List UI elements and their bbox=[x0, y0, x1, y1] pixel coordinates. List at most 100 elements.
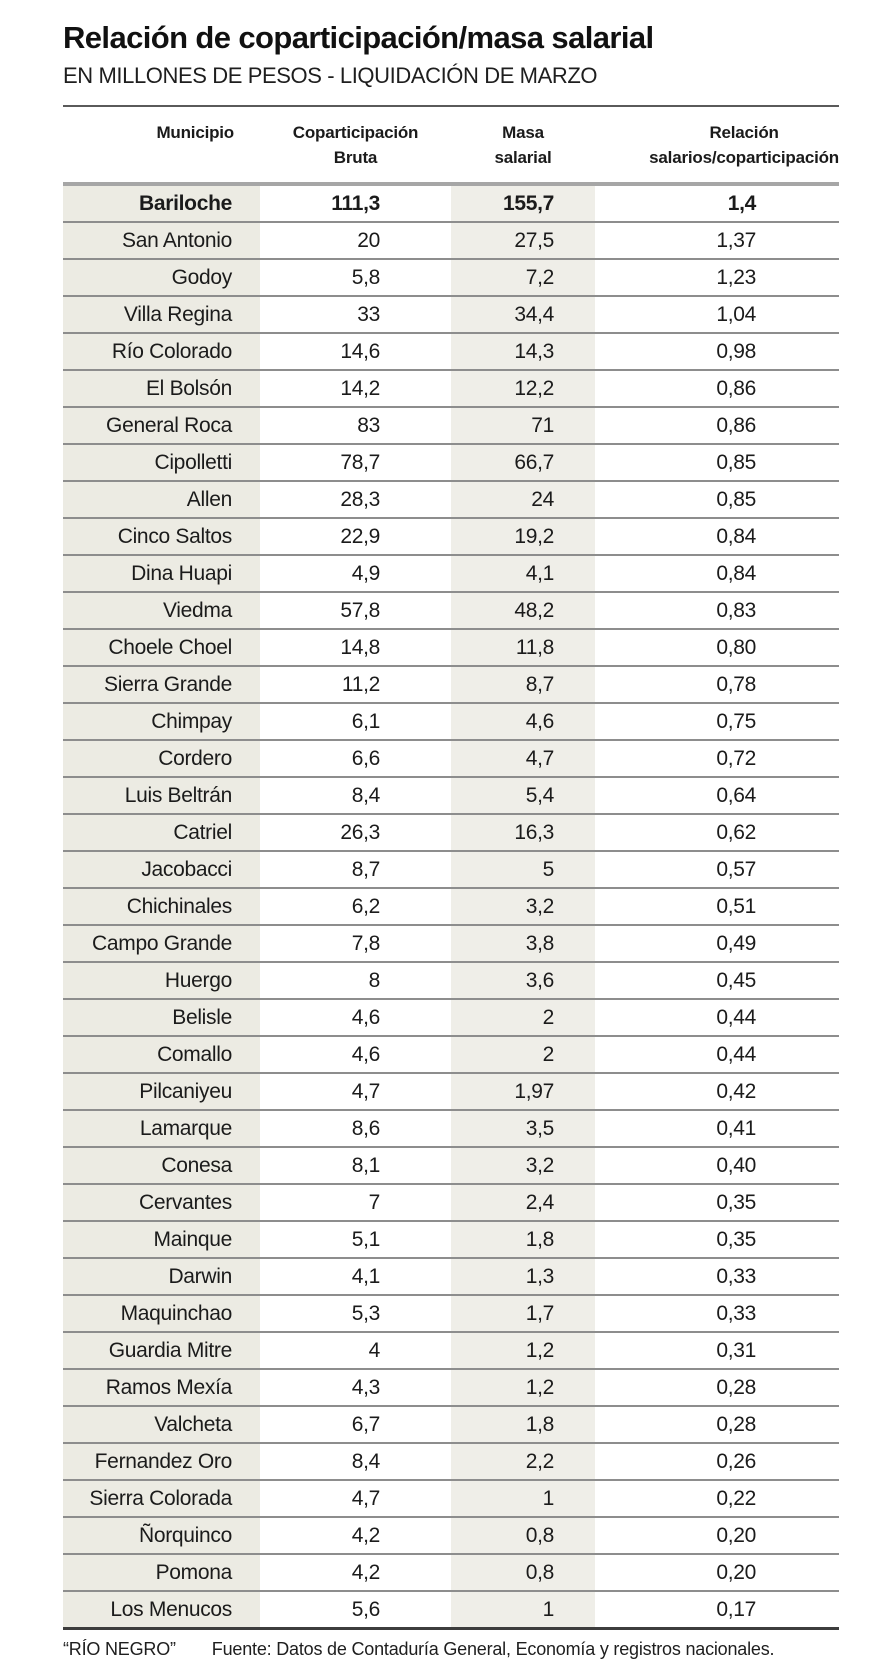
cell-relacion: 0,17 bbox=[595, 1590, 839, 1630]
cell-coparticipacion-bruta: 8,1 bbox=[260, 1146, 451, 1184]
cell-coparticipacion-bruta: 8,7 bbox=[260, 850, 451, 888]
cell-relacion: 0,26 bbox=[595, 1442, 839, 1480]
page-title: Relación de coparticipación/masa salaria… bbox=[63, 20, 654, 55]
table-row: Luis Beltrán 8,4 5,4 0,64 bbox=[63, 776, 839, 814]
table-row: Bariloche 111,3 155,7 1,4 bbox=[63, 184, 839, 222]
cell-masa-salarial: 34,4 bbox=[451, 295, 595, 333]
table-row: Sierra Colorada 4,7 1 0,22 bbox=[63, 1479, 839, 1517]
cell-coparticipacion-bruta: 5,1 bbox=[260, 1220, 451, 1258]
table-row: Jacobacci 8,7 5 0,57 bbox=[63, 850, 839, 888]
cell-municipio: Belisle bbox=[63, 998, 260, 1036]
cell-coparticipacion-bruta: 4,9 bbox=[260, 554, 451, 592]
cell-municipio: Cervantes bbox=[63, 1183, 260, 1221]
cell-municipio: Ramos Mexía bbox=[63, 1368, 260, 1406]
cell-masa-salarial: 2 bbox=[451, 1035, 595, 1073]
cell-masa-salarial: 0,8 bbox=[451, 1516, 595, 1554]
cell-masa-salarial: 14,3 bbox=[451, 332, 595, 370]
cell-masa-salarial: 71 bbox=[451, 406, 595, 444]
cell-masa-salarial: 7,2 bbox=[451, 258, 595, 296]
cell-municipio: Pomona bbox=[63, 1553, 260, 1591]
table-row: Ñorquinco 4,2 0,8 0,20 bbox=[63, 1516, 839, 1554]
cell-municipio: Chimpay bbox=[63, 702, 260, 740]
cell-coparticipacion-bruta: 26,3 bbox=[260, 813, 451, 851]
cell-coparticipacion-bruta: 5,8 bbox=[260, 258, 451, 296]
cell-coparticipacion-bruta: 5,3 bbox=[260, 1294, 451, 1332]
cell-municipio: Fernandez Oro bbox=[63, 1442, 260, 1480]
table-row: Maquinchao 5,3 1,7 0,33 bbox=[63, 1294, 839, 1332]
table-row: Lamarque 8,6 3,5 0,41 bbox=[63, 1109, 839, 1147]
table-row: Cordero 6,6 4,7 0,72 bbox=[63, 739, 839, 777]
cell-masa-salarial: 3,6 bbox=[451, 961, 595, 999]
column-header-label: salarial bbox=[494, 148, 552, 167]
table-row: General Roca 83 71 0,86 bbox=[63, 406, 839, 444]
cell-coparticipacion-bruta: 33 bbox=[260, 295, 451, 333]
cell-coparticipacion-bruta: 14,8 bbox=[260, 628, 451, 666]
cell-masa-salarial: 27,5 bbox=[451, 221, 595, 259]
cell-municipio: El Bolsón bbox=[63, 369, 260, 407]
table-row: Río Colorado 14,6 14,3 0,98 bbox=[63, 332, 839, 370]
table-row: Chichinales 6,2 3,2 0,51 bbox=[63, 887, 839, 925]
cell-relacion: 0,35 bbox=[595, 1220, 839, 1258]
cell-coparticipacion-bruta: 57,8 bbox=[260, 591, 451, 629]
table-row: Cervantes 7 2,4 0,35 bbox=[63, 1183, 839, 1221]
newspaper-credit: “RÍO NEGRO” bbox=[63, 1639, 176, 1659]
cell-coparticipacion-bruta: 11,2 bbox=[260, 665, 451, 703]
cell-coparticipacion-bruta: 4,7 bbox=[260, 1479, 451, 1517]
cell-coparticipacion-bruta: 4,2 bbox=[260, 1516, 451, 1554]
cell-coparticipacion-bruta: 4,6 bbox=[260, 1035, 451, 1073]
cell-municipio: Darwin bbox=[63, 1257, 260, 1295]
cell-masa-salarial: 2,2 bbox=[451, 1442, 595, 1480]
cell-coparticipacion-bruta: 4,7 bbox=[260, 1072, 451, 1110]
cell-coparticipacion-bruta: 8 bbox=[260, 961, 451, 999]
cell-coparticipacion-bruta: 83 bbox=[260, 406, 451, 444]
column-header-label: Masa bbox=[502, 123, 544, 142]
cell-municipio: General Roca bbox=[63, 406, 260, 444]
cell-municipio: Valcheta bbox=[63, 1405, 260, 1443]
table-row: Cinco Saltos 22,9 19,2 0,84 bbox=[63, 517, 839, 555]
column-header-label: Coparticipación bbox=[292, 123, 419, 142]
column-header-relacion: Relación salarios/coparticipación bbox=[595, 105, 839, 186]
cell-municipio: San Antonio bbox=[63, 221, 260, 259]
cell-coparticipacion-bruta: 8,4 bbox=[260, 1442, 451, 1480]
cell-relacion: 0,40 bbox=[595, 1146, 839, 1184]
cell-coparticipacion-bruta: 6,7 bbox=[260, 1405, 451, 1443]
cell-relacion: 1,4 bbox=[595, 184, 839, 222]
cell-relacion: 0,44 bbox=[595, 998, 839, 1036]
cell-relacion: 0,35 bbox=[595, 1183, 839, 1221]
table-row: Valcheta 6,7 1,8 0,28 bbox=[63, 1405, 839, 1443]
cell-municipio: Cipolletti bbox=[63, 443, 260, 481]
table-row: Viedma 57,8 48,2 0,83 bbox=[63, 591, 839, 629]
cell-municipio: Sierra Grande bbox=[63, 665, 260, 703]
cell-masa-salarial: 24 bbox=[451, 480, 595, 518]
cell-relacion: 0,42 bbox=[595, 1072, 839, 1110]
table-row: Cipolletti 78,7 66,7 0,85 bbox=[63, 443, 839, 481]
cell-masa-salarial: 66,7 bbox=[451, 443, 595, 481]
cell-municipio: Los Menucos bbox=[63, 1590, 260, 1630]
cell-municipio: Chichinales bbox=[63, 887, 260, 925]
cell-municipio: Comallo bbox=[63, 1035, 260, 1073]
column-header-label: Bruta bbox=[333, 148, 378, 167]
cell-municipio: Maquinchao bbox=[63, 1294, 260, 1332]
cell-masa-salarial: 19,2 bbox=[451, 517, 595, 555]
cell-municipio: Guardia Mitre bbox=[63, 1331, 260, 1369]
cell-masa-salarial: 1 bbox=[451, 1479, 595, 1517]
cell-masa-salarial: 0,8 bbox=[451, 1553, 595, 1591]
cell-masa-salarial: 1,7 bbox=[451, 1294, 595, 1332]
table-row: Comallo 4,6 2 0,44 bbox=[63, 1035, 839, 1073]
table-row: Pilcaniyeu 4,7 1,97 0,42 bbox=[63, 1072, 839, 1110]
cell-coparticipacion-bruta: 7 bbox=[260, 1183, 451, 1221]
cell-relacion: 0,31 bbox=[595, 1331, 839, 1369]
cell-relacion: 0,45 bbox=[595, 961, 839, 999]
cell-relacion: 0,85 bbox=[595, 480, 839, 518]
cell-masa-salarial: 1,8 bbox=[451, 1220, 595, 1258]
cell-municipio: Cinco Saltos bbox=[63, 517, 260, 555]
cell-coparticipacion-bruta: 4 bbox=[260, 1331, 451, 1369]
cell-relacion: 0,84 bbox=[595, 554, 839, 592]
cell-municipio: Jacobacci bbox=[63, 850, 260, 888]
cell-masa-salarial: 1,3 bbox=[451, 1257, 595, 1295]
cell-masa-salarial: 12,2 bbox=[451, 369, 595, 407]
cell-relacion: 0,78 bbox=[595, 665, 839, 703]
cell-coparticipacion-bruta: 6,1 bbox=[260, 702, 451, 740]
cell-relacion: 0,75 bbox=[595, 702, 839, 740]
